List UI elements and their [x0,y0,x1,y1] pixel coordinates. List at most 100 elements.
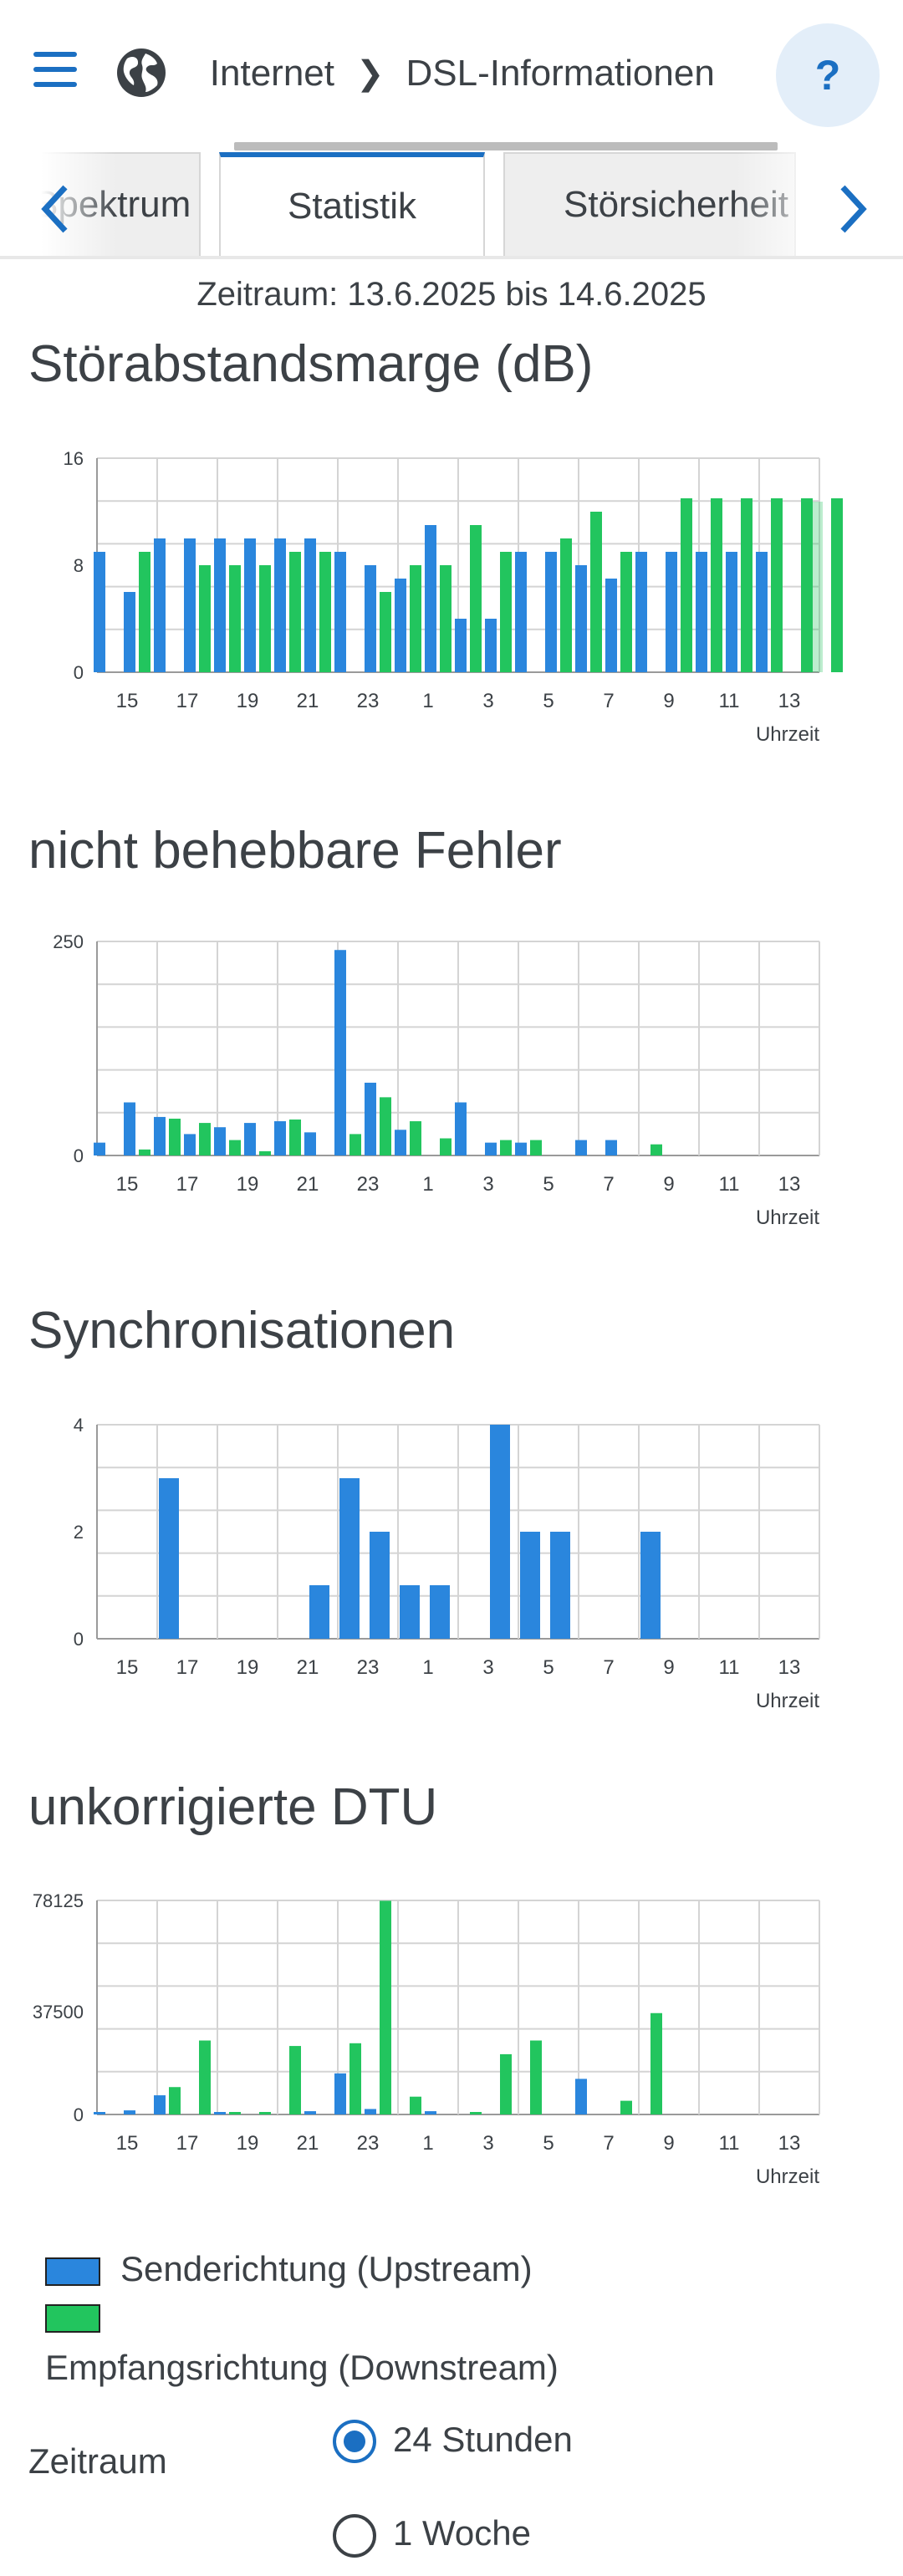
chevron-left-icon[interactable] [32,176,82,242]
bar-downstream [289,2046,301,2114]
tab-statistik[interactable]: Statistik [219,152,485,256]
bar-downstream [650,2012,662,2114]
x-tick-label: 23 [357,1656,380,1679]
bar-downstream [741,498,752,672]
bar-downstream [139,552,150,672]
hamburger-menu-icon[interactable] [33,52,77,87]
bar-downstream [259,2112,271,2114]
bar-upstream [605,1140,617,1155]
chart-title-sync: Synchronisationen [28,1302,456,1359]
bar-upstream [640,1532,661,1639]
bar-upstream [334,2073,346,2114]
period-text: Zeitraum: 13.6.2025 bis 14.6.2025 [196,276,707,313]
x-axis-label: Uhrzeit [756,723,819,746]
bar-downstream [620,552,632,672]
x-tick-label: 17 [176,690,199,712]
bar-upstream [154,538,166,672]
bar-downstream [199,2040,211,2114]
bar-downstream [289,552,301,672]
legend-swatch-upstream [45,2257,100,2286]
x-tick-label: 9 [663,2132,674,2155]
bar-downstream [470,2112,482,2114]
x-tick-label: 7 [603,690,614,712]
bar-upstream [184,1134,196,1155]
bar-downstream [259,565,271,672]
bar-upstream [339,1478,360,1639]
y-tick-label: 2 [74,1522,84,1543]
bar-downstream [229,2112,241,2114]
bar-upstream [304,1132,316,1155]
bar-upstream [370,1532,390,1639]
x-tick-label: 5 [543,690,554,712]
bar-upstream [635,552,647,672]
tab-fade-right [736,152,903,259]
breadcrumb-item-internet[interactable]: Internet [209,53,334,94]
help-button[interactable]: ? [776,23,880,127]
x-tick-label: 7 [603,1173,614,1196]
y-tick-label: 37500 [33,2002,84,2023]
bar-upstream [515,1142,527,1155]
radio-24-hours[interactable] [333,2420,376,2463]
bar-upstream [214,2112,226,2114]
bar-upstream [545,552,557,672]
x-tick-label: 11 [719,2132,740,2155]
bar-downstream [380,1097,391,1155]
bar-upstream [430,1585,450,1639]
bar-downstream [139,1149,150,1155]
x-tick-label: 11 [719,690,740,712]
bar-downstream [410,565,421,672]
bar-upstream [395,579,406,672]
x-tick-label: 17 [176,1173,199,1196]
x-tick-label: 19 [237,2132,259,2155]
radio-label-1-week[interactable]: 1 Woche [393,2513,531,2553]
bar-downstream [530,1140,542,1155]
y-tick-label: 16 [64,448,84,469]
radio-1-week[interactable] [333,2514,376,2558]
tab-fade-left [0,152,117,259]
chart-title-snr-margin: Störabstandsmarge (dB) [28,335,594,393]
y-tick-label: 0 [74,1145,84,1166]
radio-label-24-hours[interactable]: 24 Stunden [393,2420,573,2459]
x-tick-label: 21 [297,690,319,712]
bar-upstream [304,2111,316,2114]
x-tick-label: 15 [116,690,139,712]
bar-downstream [380,1900,391,2114]
tab-scrollbar[interactable] [234,142,778,150]
y-tick-label: 0 [74,662,84,683]
legend-label-upstream: Senderichtung (Upstream) [120,2249,533,2288]
bar-upstream [425,525,436,672]
bar-upstream [365,2109,376,2114]
x-tick-label: 19 [237,1656,259,1679]
x-tick-label: 7 [603,2132,614,2155]
x-tick-label: 11 [719,1656,740,1679]
bar-downstream [500,552,512,672]
period-selector-label: Zeitraum [28,2441,167,2481]
bar-downstream [410,1121,421,1155]
x-tick-label: 17 [176,1656,199,1679]
bar-upstream [575,2079,587,2114]
x-tick-label: 5 [543,1656,554,1679]
y-tick-label: 4 [74,1415,84,1436]
globe-icon [117,48,166,97]
x-tick-label: 23 [357,2132,380,2155]
tab-bar: Spektrum Statistik Störsicherheit [0,142,903,259]
bar-upstream [94,1142,105,1155]
chevron-right-icon[interactable] [828,176,878,242]
x-tick-label: 9 [663,1656,674,1679]
bar-upstream [666,552,677,672]
x-tick-label: 1 [422,2132,433,2155]
bar-upstream [154,2095,166,2114]
bar-downstream [319,552,331,672]
bar-downstream [711,498,722,672]
tab-divider [0,256,903,259]
y-tick-label: 250 [53,931,84,952]
x-tick-label: 17 [176,2132,199,2155]
x-tick-label: 15 [116,2132,139,2155]
x-axis-label: Uhrzeit [756,1206,819,1229]
bar-downstream [500,2053,512,2114]
bar-upstream [455,1102,467,1155]
bar-downstream [169,1118,181,1155]
